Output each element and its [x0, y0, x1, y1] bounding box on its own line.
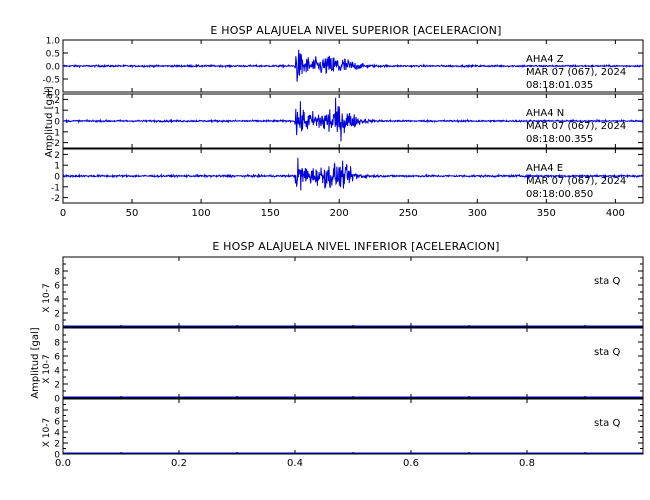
y-tick-label: 0 [54, 173, 60, 183]
station-label: AHA4 Z [526, 54, 564, 65]
top-chart-ylabel: Amplitud [gal] [44, 86, 55, 157]
y-tick-label: -2 [51, 139, 60, 149]
y-tick-label: -1 [51, 128, 60, 138]
x-tick-label: 0.6 [403, 458, 419, 469]
y-tick-label: 6 [54, 353, 60, 363]
time-label: 08:18:00.850 [526, 189, 593, 200]
y-tick-label: -2 [51, 194, 60, 204]
y-tick-label: 4 [54, 429, 60, 439]
x-tick-label: 400 [606, 208, 625, 219]
bottom-panel-1: 8 6 4 2 0 X 10-7 sta Q [42, 256, 644, 334]
y-tick-label: -0.5 [42, 76, 60, 86]
y-tick-label: -1 [51, 183, 60, 193]
y-tick-label: 4 [54, 296, 60, 306]
x-tick-label: 0.0 [55, 458, 71, 469]
top-panel-e: 210-1-2 AHA4 E MAR 07 (067), 2024 08:18:00.… [51, 148, 644, 204]
scale-label: X 10-7 [42, 283, 52, 312]
waveform-trace [62, 157, 644, 191]
bottom-chart-ylabel: Amplitud [gal] [30, 327, 41, 398]
y-tick-label: 2 [54, 96, 60, 106]
x-tick-label: 100 [192, 208, 211, 219]
y-tick-label: 8 [54, 268, 60, 278]
top-panel-n: 210-1-2 AHA4 N MAR 07 (067), 2024 08:18:00.… [51, 93, 644, 149]
date-label: MAR 07 (067), 2024 [526, 67, 626, 78]
bottom-x-axis: 0.0 0.2 0.4 0.6 0.8 [55, 257, 586, 469]
y-tick-label: 2 [54, 310, 60, 320]
y-tick-label: 4 [54, 367, 60, 377]
x-tick-label: 0.2 [171, 458, 187, 469]
x-tick-label: 300 [468, 208, 487, 219]
x-tick-label: 0.4 [287, 458, 303, 469]
panel-frame [62, 398, 644, 455]
y-tick-label: 0 [54, 118, 60, 128]
y-tick-label: 2 [54, 440, 60, 450]
x-tick-label: 0.8 [519, 458, 535, 469]
y-tick-label: 6 [54, 418, 60, 428]
panel-frame [62, 256, 644, 328]
time-label: 08:18:01.035 [526, 80, 593, 91]
x-tick-label: 350 [537, 208, 556, 219]
top-chart-title: E HOSP ALAJUELA NIVEL SUPERIOR [ACELERAC… [210, 24, 501, 37]
top-chart: E HOSP ALAJUELA NIVEL SUPERIOR [ACELERAC… [42, 24, 644, 219]
x-tick-label: 200 [330, 208, 349, 219]
x-tick-label: 0 [60, 208, 66, 219]
bottom-chart: E HOSP ALAJUELA NIVEL INFERIOR [ACELERAC… [30, 240, 644, 469]
top-x-axis: 0 50 100 150 200 250 300 350 400 [60, 40, 625, 219]
y-tick-label: 6 [54, 282, 60, 292]
y-tick-label: 2 [54, 151, 60, 161]
time-label: 08:18:00.355 [526, 134, 593, 145]
waveform-trace [62, 97, 644, 142]
station-label: sta Q [594, 276, 620, 287]
station-label: sta Q [594, 347, 620, 358]
y-tick-label: 1.0 [46, 37, 61, 47]
y-tick-label: 1 [54, 162, 60, 172]
y-tick-label: 8 [54, 407, 60, 417]
waveform-trace [62, 49, 644, 82]
scale-label: X 10-7 [42, 354, 52, 383]
x-tick-label: 50 [126, 208, 139, 219]
date-label: MAR 07 (067), 2024 [526, 121, 626, 132]
bottom-chart-title: E HOSP ALAJUELA NIVEL INFERIOR [ACELERAC… [212, 240, 499, 253]
y-tick-label: 0 [54, 451, 60, 461]
date-label: MAR 07 (067), 2024 [526, 176, 626, 187]
station-label: AHA4 E [526, 163, 563, 174]
station-label: sta Q [594, 418, 620, 429]
top-panels: 1.0 0.5 0.0 -0.5 -1.0 AHA4 Z MAR 07 (067), 202… [42, 37, 644, 204]
panel-frame [62, 327, 644, 399]
y-tick-label: 2 [54, 381, 60, 391]
station-label: AHA4 N [526, 108, 564, 119]
x-tick-label: 250 [399, 208, 418, 219]
y-tick-label: 1 [54, 107, 60, 117]
y-tick-label: 0.0 [46, 63, 61, 73]
scale-label: X 10-7 [42, 418, 52, 447]
y-tick-label: 0 [54, 395, 60, 405]
bottom-panel-2: 8 6 4 2 0 X 10-7 sta Q [42, 327, 644, 405]
y-tick-label: -1.0 [42, 89, 60, 99]
y-tick-label: 8 [54, 339, 60, 349]
y-tick-label: 0 [54, 324, 60, 334]
x-tick-label: 150 [261, 208, 280, 219]
y-tick-label: 0.5 [46, 50, 60, 60]
top-panel-z: 1.0 0.5 0.0 -0.5 -1.0 AHA4 Z MAR 07 (067), 202… [42, 37, 644, 99]
